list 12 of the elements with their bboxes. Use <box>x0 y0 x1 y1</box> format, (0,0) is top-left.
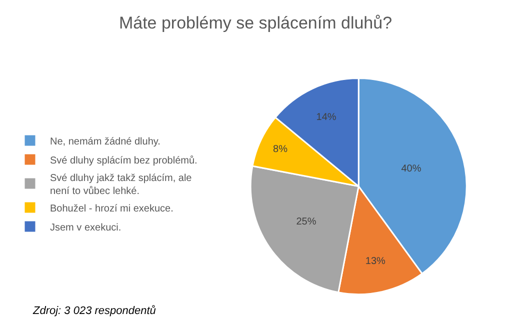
chart-title: Máte problémy se splácením dluhů? <box>118 14 392 32</box>
data-label: 8% <box>273 144 288 155</box>
legend-label: Bohužel - hrozí mi exekuce. <box>50 203 174 214</box>
data-label: 25% <box>296 216 316 228</box>
legend-label: Své dluhy jakž takž splácím, ale není to vůbec lehké. <box>50 172 192 197</box>
legend-label: Své dluhy splácím bez problémů. <box>50 154 198 166</box>
data-label: 40% <box>401 164 422 175</box>
legend-label: Jsem v exekuci. <box>50 222 122 234</box>
data-label: 14% <box>316 112 336 124</box>
data-label: 13% <box>365 256 386 268</box>
text: Zdroj: 3 023 respondentů <box>32 305 156 317</box>
legend-label: Ne, nemám žádné dluhy. <box>50 136 160 148</box>
